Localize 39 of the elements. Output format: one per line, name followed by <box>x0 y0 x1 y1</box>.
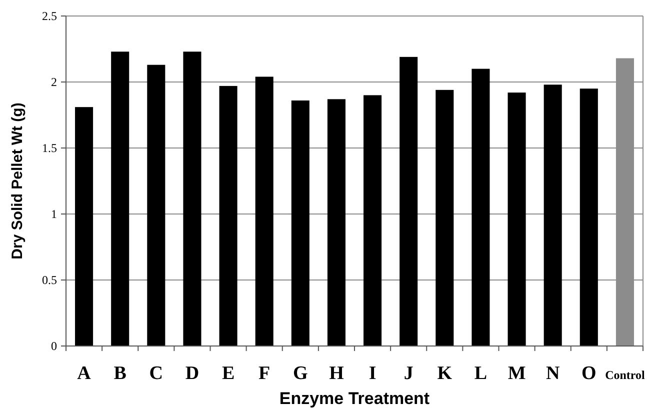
x-tick-label: O <box>582 363 596 384</box>
x-tick-label: G <box>293 363 308 384</box>
bar <box>183 52 202 346</box>
x-tick-label: N <box>546 363 560 384</box>
x-tick-label: D <box>185 363 200 384</box>
y-axis-title: Dry Solid Pellet Wt (g) <box>9 102 26 260</box>
x-axis-title: Enzyme Treatment <box>279 389 430 408</box>
x-tick-label: J <box>404 363 414 384</box>
y-tick-label: 2 <box>51 75 57 90</box>
y-tick-label: 1 <box>51 207 57 222</box>
bar <box>580 88 598 346</box>
y-tick-label: 0.5 <box>42 273 57 288</box>
x-tick-label: M <box>508 363 526 384</box>
x-tick-label: F <box>258 363 270 384</box>
bar <box>544 84 562 346</box>
x-tick-label: Control <box>605 368 646 382</box>
y-tick-label: 1.5 <box>42 141 57 156</box>
bar <box>75 107 94 346</box>
bar <box>400 56 418 346</box>
x-tick-label: K <box>437 363 452 384</box>
x-tick-label: E <box>222 363 235 384</box>
x-tick-label: I <box>368 363 376 384</box>
bar <box>436 90 454 346</box>
bar <box>508 92 526 346</box>
bar <box>364 95 382 346</box>
x-tick-label: L <box>474 363 488 384</box>
bar <box>219 86 238 346</box>
bar <box>472 68 490 346</box>
x-tick-label: A <box>77 363 92 384</box>
y-tick-label: 0 <box>51 339 57 354</box>
bar <box>147 64 166 346</box>
x-tick-label: H <box>329 363 344 384</box>
bar <box>255 76 274 346</box>
bar <box>111 52 130 346</box>
x-tick-label: C <box>149 363 164 384</box>
bar <box>327 99 346 346</box>
bar <box>291 100 310 346</box>
x-tick-label: B <box>114 363 127 384</box>
y-tick-label: 2.5 <box>42 9 57 24</box>
